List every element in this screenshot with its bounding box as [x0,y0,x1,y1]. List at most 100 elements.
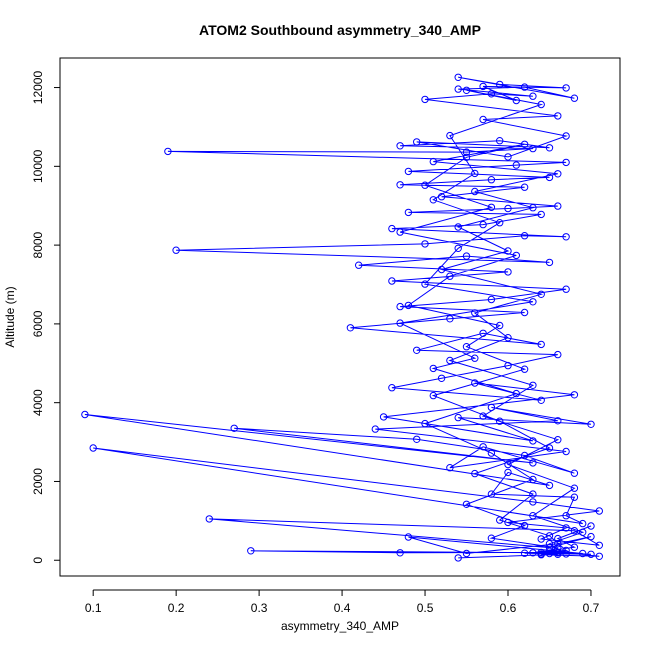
data-point [479,82,487,91]
data-point [487,90,496,98]
data-point [520,365,529,373]
y-tick-label: 0 [31,557,45,564]
data-point [537,340,545,349]
data-point [520,308,529,317]
data-point [413,435,421,443]
data-point [537,210,545,219]
data-point [520,83,529,91]
data-point [496,516,504,524]
data-point [487,449,496,457]
data-point [545,532,554,540]
data-point [529,512,537,520]
y-tick-label: 2000 [31,468,45,495]
data-point [545,444,554,452]
data-point [437,265,446,274]
data-point [421,95,429,104]
data-point [520,140,529,149]
data-point [479,443,487,451]
data-point [462,343,471,351]
data-point [496,137,504,145]
x-tick-label: 0.7 [583,601,600,615]
data-point [429,364,437,373]
data-point [404,533,413,541]
data-point [512,251,520,260]
data-point [446,315,454,323]
data-point [529,381,537,389]
data-point [172,246,180,254]
data-point [404,208,413,217]
data-point [562,285,570,293]
series-points [81,73,603,562]
data-point [388,224,396,233]
data-point [421,240,429,248]
y-tick-label: 4000 [31,389,45,416]
data-point [479,412,487,420]
data-point [579,528,587,536]
data-point [164,147,172,156]
data-point [554,544,562,552]
data-point [537,396,545,404]
data-point [504,518,512,527]
data-point [545,481,554,490]
series-line [84,76,600,559]
data-point [545,540,554,548]
data-point [471,187,479,196]
data-point [454,244,462,253]
data-point [520,521,529,530]
data-point [396,302,404,311]
data-point [454,73,462,82]
x-tick-label: 0.1 [85,601,102,615]
data-point [230,424,238,432]
data-point [462,153,471,162]
data-point [537,290,545,298]
data-point [579,519,587,528]
data-point [545,144,554,152]
data-point [471,354,479,362]
data-point [587,550,595,558]
data-point [570,493,579,501]
y-tick-label: 10000 [31,149,45,183]
data-point [537,535,545,543]
data-point [529,475,537,484]
data-point [512,161,520,169]
data-point [570,484,579,492]
data-point [520,549,529,557]
data-point [454,85,462,93]
data-point [371,425,379,433]
x-tick-label: 0.3 [251,601,268,615]
data-point [454,554,462,562]
data-point [504,247,512,255]
data-point [554,548,562,557]
data-point [487,203,496,212]
data-point [429,157,437,166]
data-point [487,490,496,498]
data-point [562,512,570,520]
data-point [537,551,545,559]
data-point [587,522,595,530]
data-point [89,444,97,452]
data-point [396,181,404,189]
data-point [554,112,562,120]
data-point [346,324,355,332]
data-point [537,548,545,557]
data-point [554,417,562,425]
data-point [379,413,388,421]
data-point [529,490,537,498]
data-point [205,515,214,523]
data-point [570,391,579,399]
x-axis-label: asymmetry_340_AMP [281,619,399,633]
data-point [570,543,579,551]
data-point [504,268,512,276]
data-point [462,500,471,508]
data-point [545,547,554,555]
data-point [554,170,562,178]
data-point [487,534,496,542]
data-point [81,410,89,419]
data-point [479,220,487,229]
data-point [413,138,421,146]
data-point [562,84,570,92]
data-point [496,80,504,89]
data-point [413,346,421,354]
data-point [471,309,479,317]
data-point [471,169,479,178]
